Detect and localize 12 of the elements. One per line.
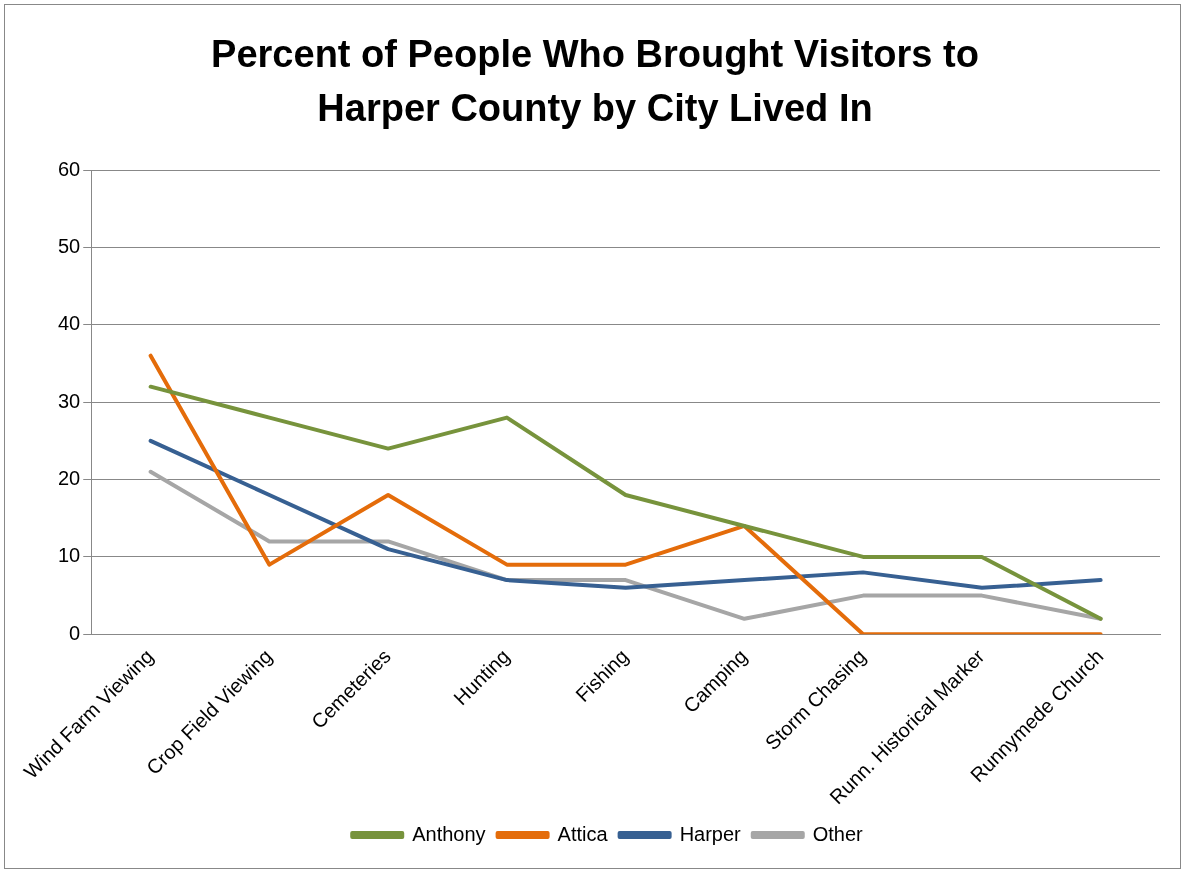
y-tick-label: 50 [58, 234, 81, 257]
y-tick-label: 40 [58, 312, 81, 335]
y-tick-label: 30 [58, 389, 81, 412]
y-tick-label: 60 [58, 157, 81, 180]
y-tick-label: 10 [58, 544, 81, 567]
y-tick-label: 0 [69, 621, 81, 644]
legend-label: Harper [679, 822, 742, 845]
legend-label: Attica [557, 822, 609, 845]
y-tick-label: 20 [58, 467, 81, 490]
chart-title: Percent of People Who Brought Visitors to Harper County by City Lived In [210, 32, 980, 131]
legend-label: Anthony [412, 822, 486, 845]
legend-label: Other [812, 822, 864, 845]
